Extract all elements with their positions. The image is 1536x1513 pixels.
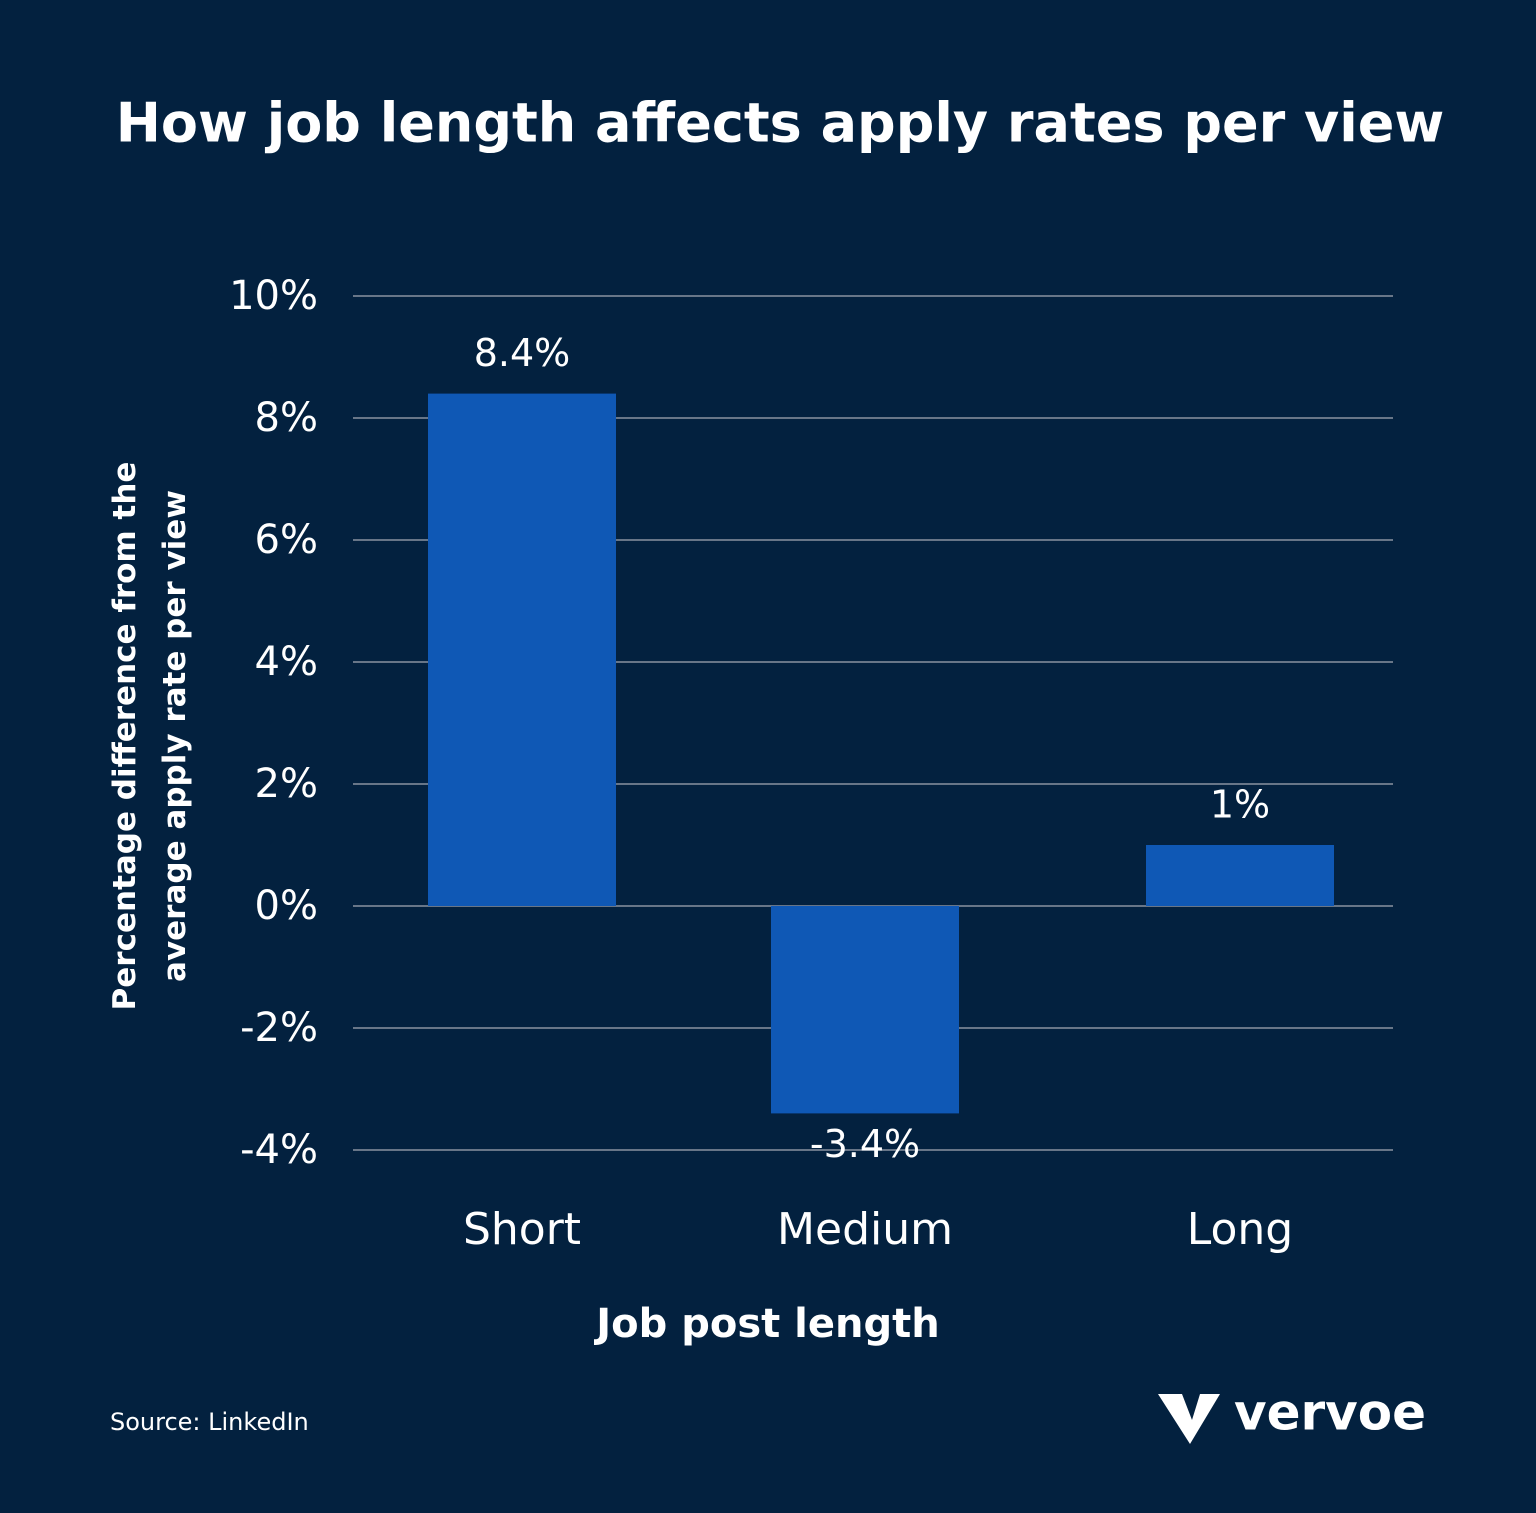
y-tick-label: 8% — [255, 395, 318, 441]
source: Source: LinkedIn — [110, 1408, 309, 1436]
y-tick-label: -2% — [240, 1005, 318, 1051]
x-tick-label: Medium — [777, 1204, 953, 1255]
y-tick-label: 6% — [255, 517, 318, 563]
value-label: 8.4% — [474, 331, 571, 375]
x-axis-title: Job post length — [593, 1301, 939, 1347]
y-tick-label: 4% — [255, 639, 318, 685]
x-tick-label: Short — [463, 1204, 581, 1255]
y-axis-title: Percentage difference from the average a… — [107, 461, 193, 1011]
logo-mark — [1158, 1394, 1220, 1444]
y-tick-label: 0% — [255, 883, 318, 929]
value-label: 1% — [1210, 783, 1270, 827]
value-label: -3.4% — [810, 1122, 920, 1166]
bar — [1146, 845, 1334, 906]
logo: vervoe — [1234, 1384, 1426, 1442]
y-tick-label: 2% — [255, 761, 318, 807]
chart-title: How job length affects apply rates per v… — [116, 92, 1445, 155]
x-tick-label: Long — [1187, 1204, 1293, 1255]
y-tick-label: -4% — [240, 1127, 318, 1173]
bar — [428, 393, 616, 907]
bar — [771, 906, 959, 1114]
y-tick-label: 10% — [229, 273, 318, 319]
